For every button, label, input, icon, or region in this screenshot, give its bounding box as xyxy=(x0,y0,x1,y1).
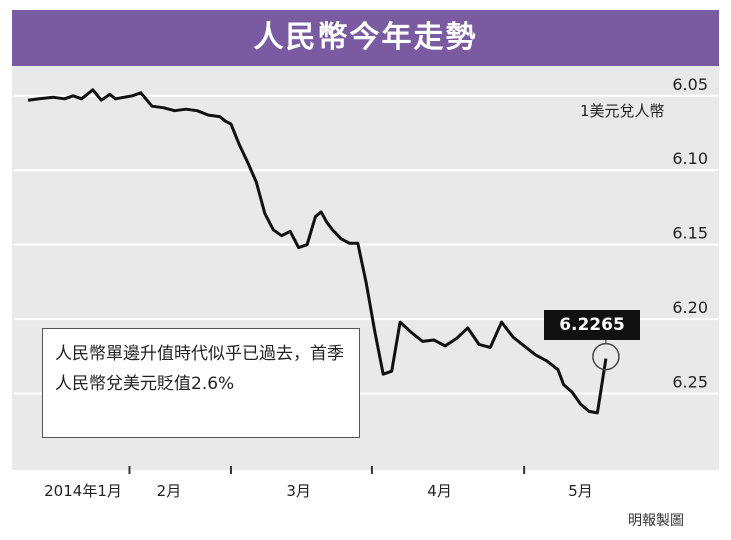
x-tick-label: 3月 xyxy=(286,482,311,500)
y-tick-label: 6.05 xyxy=(672,75,708,94)
y-tick-label: 6.15 xyxy=(672,224,708,243)
credit-label: 明報製圖 xyxy=(628,513,684,529)
x-tick-label: 4月 xyxy=(427,482,452,500)
last-value-marker xyxy=(592,342,620,371)
chart-title: 人民幣今年走勢 xyxy=(253,20,478,55)
x-tick-label: 5月 xyxy=(568,482,593,500)
title-bar xyxy=(12,10,719,66)
x-tick-label: 2014年1月 xyxy=(44,482,122,500)
y-tick-label: 6.20 xyxy=(672,298,708,317)
y-tick-label: 6.10 xyxy=(672,149,708,168)
x-tick-labels: 2014年1月 2月 3月 4月 5月 xyxy=(44,466,593,500)
y-tick-label: 6.25 xyxy=(672,373,708,392)
annotation-box: 人民幣單邊升值時代似乎已過去，首季人民幣兌美元貶值2.6% xyxy=(42,328,360,438)
series-line xyxy=(27,88,608,415)
y-tick-labels: 6.05 6.10 6.15 6.20 6.25 xyxy=(672,75,708,392)
y-axis-unit-label: 1美元兌人幣 xyxy=(580,102,665,120)
x-tick-label: 2月 xyxy=(157,482,182,500)
last-value-callout: 6.2265 xyxy=(544,310,640,340)
